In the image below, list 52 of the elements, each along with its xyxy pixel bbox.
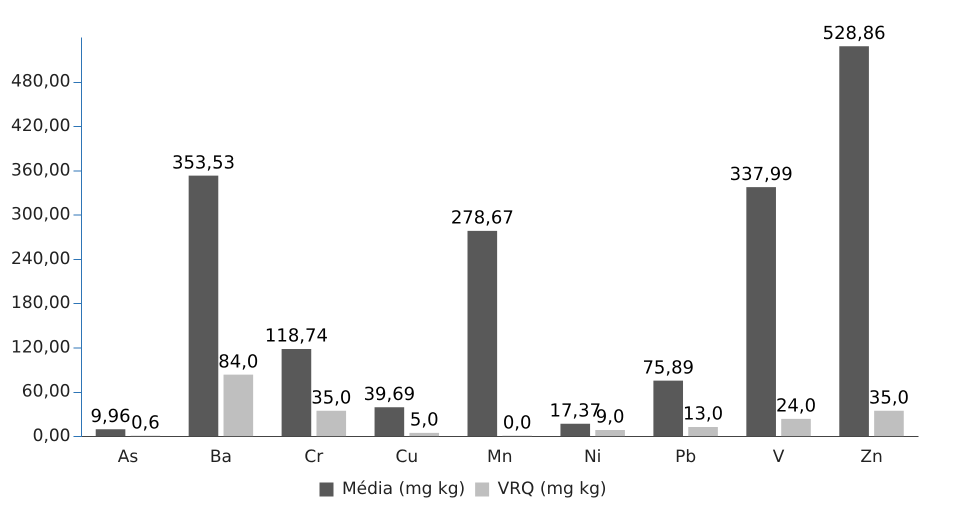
data-label: 528,86 [822,22,886,44]
y-tick-label: 60,00 [22,382,70,402]
data-label: 35,0 [868,387,909,408]
data-label: 24,0 [776,396,816,417]
bar [282,348,312,436]
bar [224,374,254,436]
data-label: 353,53 [172,152,235,174]
data-label: 118,74 [264,326,328,347]
data-label: 84,0 [218,351,258,372]
data-label: 5,0 [410,410,439,431]
bar [560,424,590,436]
bar [409,432,440,436]
x-tick-label: Mn [487,447,512,468]
data-label: 0,0 [502,412,532,434]
x-tick-label: As [118,447,138,468]
y-tick-label: 180,00 [11,293,70,314]
y-tick-label: 360,00 [11,160,70,180]
x-tick-label: Cu [395,447,418,468]
data-label: 75,89 [642,357,694,378]
data-label: 9,96 [90,406,131,427]
y-tick-label: 300,00 [11,204,70,225]
y-tick-label: 420,00 [11,116,70,136]
y-tick-label: 0,00 [32,426,70,446]
x-tick-label: Ba [210,447,232,468]
y-tick-label: 480,00 [11,72,70,92]
legend-label: Média (mg kg) [342,478,466,499]
bar [874,410,904,436]
bar [96,429,126,436]
y-tick-label: 120,00 [11,337,70,358]
bar [781,418,811,436]
y-tick-label: 240,00 [11,248,70,269]
bar [653,380,684,436]
x-tick-label: V [772,447,785,468]
bar [839,46,869,436]
x-tick-label: Cr [304,447,324,468]
bar [595,430,625,436]
bar [188,176,218,436]
data-label: 337,99 [730,164,793,185]
bar [316,410,346,436]
bar [746,187,776,436]
x-tick-label: Ni [584,447,602,468]
data-label: 278,67 [450,208,514,229]
data-label: 0,6 [131,412,160,434]
data-label: 13,0 [683,404,724,425]
bar [468,230,498,436]
x-tick-label: Pb [675,447,696,468]
data-label: 39,69 [364,384,416,405]
x-tick-label: Zn [860,447,883,468]
legend-label: VRQ (mg kg) [498,478,607,499]
bar [688,427,718,436]
bar [374,407,404,436]
data-label: 35,0 [311,387,352,408]
